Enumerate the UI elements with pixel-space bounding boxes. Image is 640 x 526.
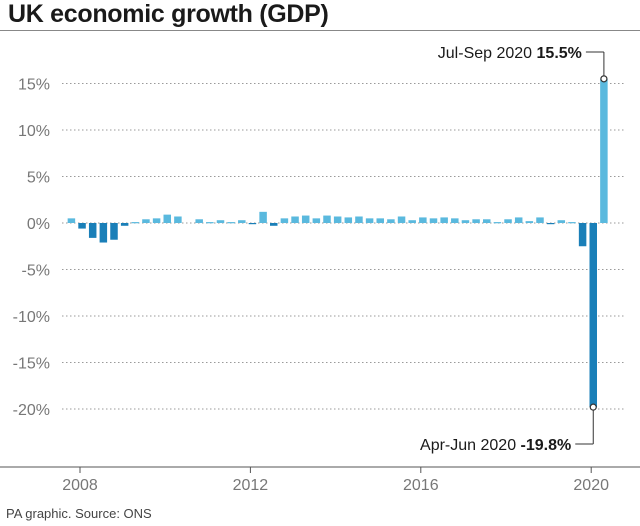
y-tick-label: 0% (27, 216, 50, 233)
source-note: PA graphic. Source: ONS (6, 506, 152, 521)
bar (376, 218, 384, 223)
bar (67, 218, 76, 223)
bar (206, 222, 214, 224)
bar (589, 223, 597, 408)
bar (323, 215, 331, 223)
bar (514, 217, 523, 223)
annotation-label: Apr-Jun 2020 -19.8% (420, 437, 571, 454)
bar (270, 223, 278, 226)
bar (131, 222, 140, 224)
bar (546, 223, 555, 225)
bar (504, 219, 512, 223)
bar (600, 78, 608, 223)
bar (408, 220, 416, 223)
x-tick-label: 2008 (62, 477, 98, 494)
y-tick-label: 5% (27, 170, 50, 187)
y-tick-label: -15% (13, 356, 50, 373)
x-axis: 2008 2012 2016 2020 (0, 466, 640, 494)
bar (163, 214, 171, 223)
title-divider (0, 30, 640, 31)
x-tick-label: 2020 (573, 477, 609, 494)
bar (99, 223, 108, 243)
bar (568, 222, 576, 224)
bar (301, 215, 310, 223)
annotation-marker (589, 403, 597, 411)
bar (110, 223, 118, 240)
bar (440, 217, 448, 223)
x-tick-label: 2012 (233, 477, 269, 494)
bar (483, 219, 491, 223)
bar (397, 216, 406, 223)
y-tick-label: -10% (13, 309, 50, 326)
bar (525, 221, 534, 223)
y-tick-label: 10% (18, 123, 50, 140)
bar (557, 220, 566, 223)
bar (174, 216, 182, 223)
bar (78, 223, 86, 229)
bar (365, 218, 374, 223)
annotation-period: Jul-Sep 2020 (438, 45, 537, 62)
grid-lines (62, 83, 624, 410)
y-tick-label: 15% (18, 77, 50, 94)
bar (451, 218, 459, 223)
bar (227, 222, 235, 224)
bar (280, 218, 289, 223)
bar (312, 218, 321, 223)
bar (88, 223, 97, 238)
bar (429, 218, 438, 223)
annotations: Jul-Sep 2020 15.5% Apr-Jun 2020 -19.8% (420, 45, 608, 454)
bar (355, 216, 363, 223)
bar (493, 222, 502, 224)
x-tick-label: 2016 (403, 477, 439, 494)
annotation-label: Jul-Sep 2020 15.5% (438, 45, 582, 62)
y-axis-ticks: 15% 10% 5% 0% -5% -10% -15% -20% (13, 77, 50, 420)
bar (142, 219, 150, 223)
bar (344, 217, 353, 223)
bar (387, 219, 395, 223)
bar (291, 216, 299, 223)
bar (152, 218, 161, 223)
bar (419, 217, 427, 223)
chart-title: UK economic growth (GDP) (8, 0, 329, 28)
bar (472, 219, 480, 223)
bar (259, 211, 267, 223)
bar (536, 217, 544, 223)
bar (195, 219, 203, 223)
annotation-period: Apr-Jun 2020 (420, 437, 521, 454)
bar (216, 220, 225, 223)
bar (333, 216, 342, 223)
y-tick-label: -5% (22, 263, 50, 280)
bar (120, 223, 129, 226)
bars (67, 78, 608, 408)
annotation-value: -19.8% (521, 437, 572, 454)
bar (461, 220, 470, 223)
annotation-marker (600, 75, 608, 83)
annotation-value: 15.5% (537, 45, 582, 62)
bar (248, 223, 257, 225)
y-tick-label: -20% (13, 402, 50, 419)
bar (238, 220, 246, 223)
bar (578, 223, 587, 247)
